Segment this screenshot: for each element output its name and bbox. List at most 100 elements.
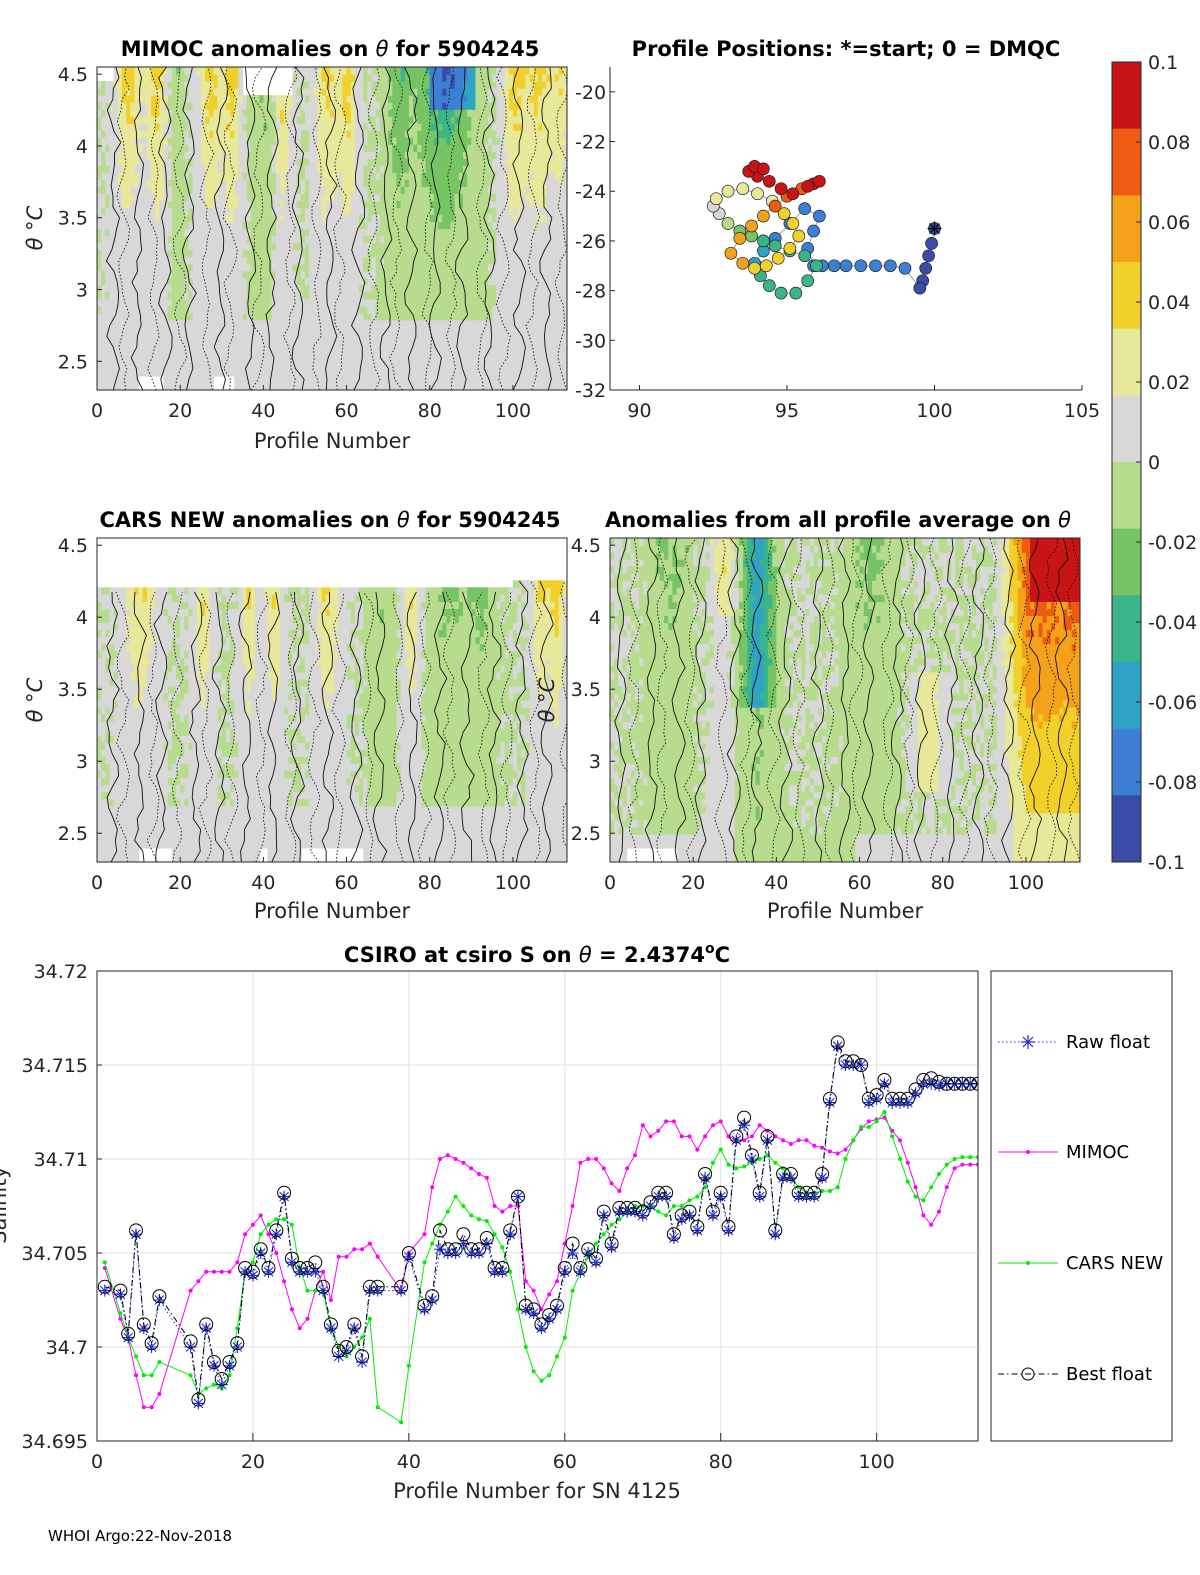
heatmap-cell xyxy=(309,235,314,244)
heatmap-cell xyxy=(288,193,294,202)
heatmap-cell xyxy=(117,144,123,152)
heatmap-cell xyxy=(446,291,452,300)
heatmap-cell xyxy=(359,382,364,390)
heatmap-cell xyxy=(463,123,468,131)
heatmap-cell xyxy=(417,88,423,96)
heatmap-cell xyxy=(413,144,418,152)
heatmap-cell xyxy=(504,67,510,75)
heatmap-cell xyxy=(334,81,339,89)
heatmap-cell xyxy=(512,375,518,384)
heatmap-cell xyxy=(392,221,398,230)
heatmap-cell xyxy=(417,354,423,363)
heatmap-cell xyxy=(408,67,414,75)
heatmap-cell xyxy=(512,221,518,230)
heatmap-cell xyxy=(483,312,489,321)
heatmap-cell xyxy=(288,270,294,279)
heatmap-cell xyxy=(371,263,377,272)
heatmap-cell xyxy=(504,263,510,272)
heatmap-cell xyxy=(338,74,343,82)
heatmap-cell xyxy=(496,172,502,180)
heatmap-cell xyxy=(234,284,240,293)
heatmap-cell xyxy=(446,326,452,335)
heatmap-cell xyxy=(425,200,431,209)
heatmap-cell xyxy=(363,221,368,230)
heatmap-cell xyxy=(508,221,514,230)
heatmap-cell xyxy=(496,319,502,328)
heatmap-cell xyxy=(334,95,339,103)
heatmap-cell xyxy=(350,158,356,166)
heatmap-cell xyxy=(421,200,427,209)
heatmap-cell xyxy=(542,165,547,173)
heatmap-cell xyxy=(467,144,472,152)
heatmap-cell xyxy=(126,200,131,209)
heatmap-cell xyxy=(367,375,373,384)
heatmap-cell xyxy=(280,326,285,335)
heatmap-cell xyxy=(383,333,389,342)
heatmap-cell xyxy=(517,312,522,321)
heatmap-cell xyxy=(392,368,398,377)
heatmap-cell xyxy=(225,67,231,75)
heatmap-cell xyxy=(271,158,277,166)
heatmap-cell xyxy=(438,144,443,152)
heatmap-cell xyxy=(196,256,202,265)
heatmap-cell xyxy=(354,347,360,356)
heatmap-cell xyxy=(383,305,389,314)
heatmap-cell xyxy=(442,214,447,223)
heatmap-cell xyxy=(192,130,198,138)
heatmap-cell xyxy=(413,270,418,279)
heatmap-cell xyxy=(367,214,373,223)
heatmap-cell xyxy=(417,130,423,138)
heatmap-cell xyxy=(396,193,402,202)
heatmap-cell xyxy=(400,284,406,293)
heatmap-cell xyxy=(317,137,323,145)
heatmap-cell xyxy=(196,291,202,300)
heatmap-cell xyxy=(155,193,160,202)
heatmap-cell xyxy=(117,235,123,244)
heatmap-cell xyxy=(383,151,389,159)
heatmap-cell xyxy=(504,158,510,166)
heatmap-cell xyxy=(521,347,527,356)
heatmap-cell xyxy=(525,354,531,363)
heatmap-cell xyxy=(338,277,343,286)
heatmap-cell xyxy=(209,88,215,96)
heatmap-cell xyxy=(101,305,106,314)
heatmap-cell xyxy=(163,88,169,96)
heatmap-cell xyxy=(300,277,306,286)
heatmap-cell xyxy=(151,312,156,321)
heatmap-cell xyxy=(463,340,468,349)
heatmap-cell xyxy=(533,207,539,216)
heatmap-cell xyxy=(180,214,185,223)
heatmap-cell xyxy=(508,298,514,307)
heatmap-cell xyxy=(546,277,551,286)
heatmap-cell xyxy=(259,186,264,194)
heatmap-cell xyxy=(113,116,119,124)
heatmap-cell xyxy=(130,144,136,152)
heatmap-cell xyxy=(533,319,539,328)
heatmap-cell xyxy=(517,165,522,173)
heatmap-cell xyxy=(487,137,493,145)
heatmap-cell xyxy=(533,102,539,110)
heatmap-cell xyxy=(167,172,173,180)
heatmap-cell xyxy=(188,277,194,286)
heatmap-cell xyxy=(97,270,102,279)
heatmap-cell xyxy=(425,158,431,166)
heatmap-cell xyxy=(192,284,198,293)
heatmap-cell xyxy=(292,81,298,89)
heatmap-cell xyxy=(184,193,190,202)
heatmap-cell xyxy=(533,193,539,202)
heatmap-cell xyxy=(259,263,264,272)
heatmap-cell xyxy=(546,193,551,202)
heatmap-cell xyxy=(171,67,177,75)
heatmap-cell xyxy=(467,109,472,117)
heatmap-cell xyxy=(350,256,356,265)
heatmap-cell xyxy=(342,312,348,321)
heatmap-cell xyxy=(408,277,414,286)
heatmap-cell xyxy=(504,235,510,244)
heatmap-cell xyxy=(213,67,219,75)
heatmap-cell xyxy=(288,298,294,307)
heatmap-cell xyxy=(417,172,423,180)
heatmap-cell xyxy=(525,165,531,173)
heatmap-cell xyxy=(508,305,514,314)
heatmap-cell xyxy=(317,382,323,390)
heatmap-cell xyxy=(342,375,348,384)
